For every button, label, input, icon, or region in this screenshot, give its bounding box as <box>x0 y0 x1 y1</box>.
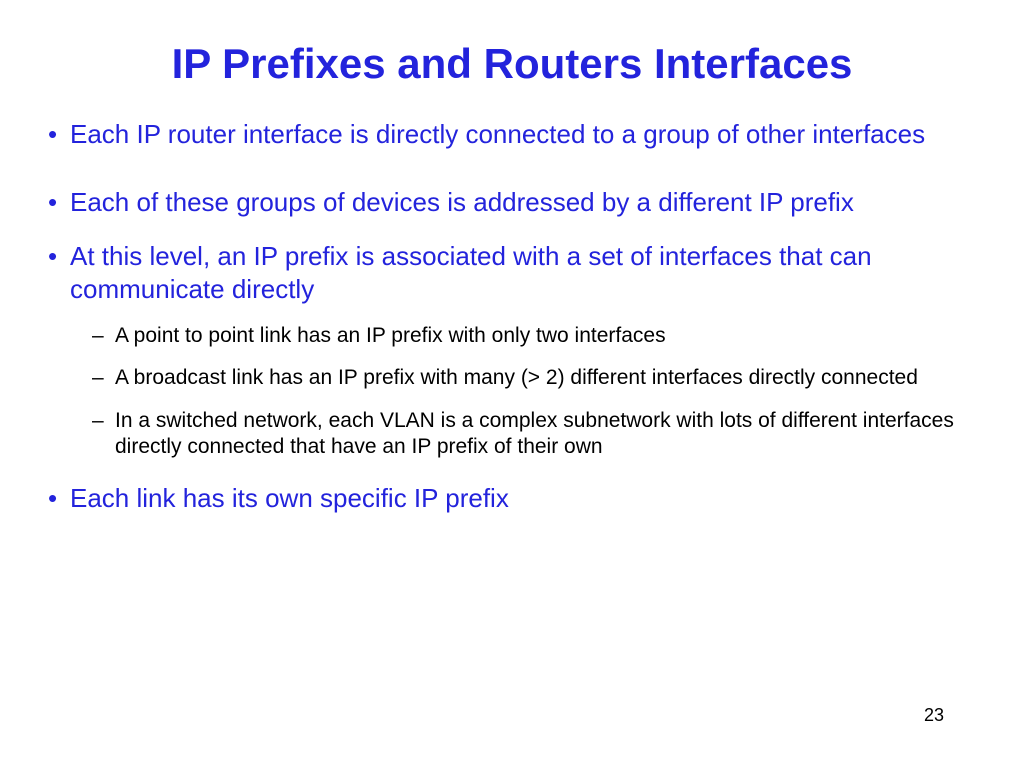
sub-bullet-item: A point to point link has an IP prefix w… <box>70 323 984 349</box>
bullet-item: Each of these groups of devices is addre… <box>40 186 984 219</box>
bullet-item: At this level, an IP prefix is associate… <box>40 240 984 460</box>
bullet-item: Each link has its own specific IP prefix <box>40 482 984 515</box>
slide-title: IP Prefixes and Routers Interfaces <box>40 40 984 88</box>
bullet-text: At this level, an IP prefix is associate… <box>70 241 872 304</box>
sub-bullet-list: A point to point link has an IP prefix w… <box>70 323 984 460</box>
page-number: 23 <box>924 705 944 726</box>
sub-bullet-item: In a switched network, each VLAN is a co… <box>70 408 984 461</box>
sub-bullet-item: A broadcast link has an IP prefix with m… <box>70 365 984 391</box>
bullet-item: Each IP router interface is directly con… <box>40 118 984 151</box>
main-bullet-list: Each IP router interface is directly con… <box>40 118 984 515</box>
